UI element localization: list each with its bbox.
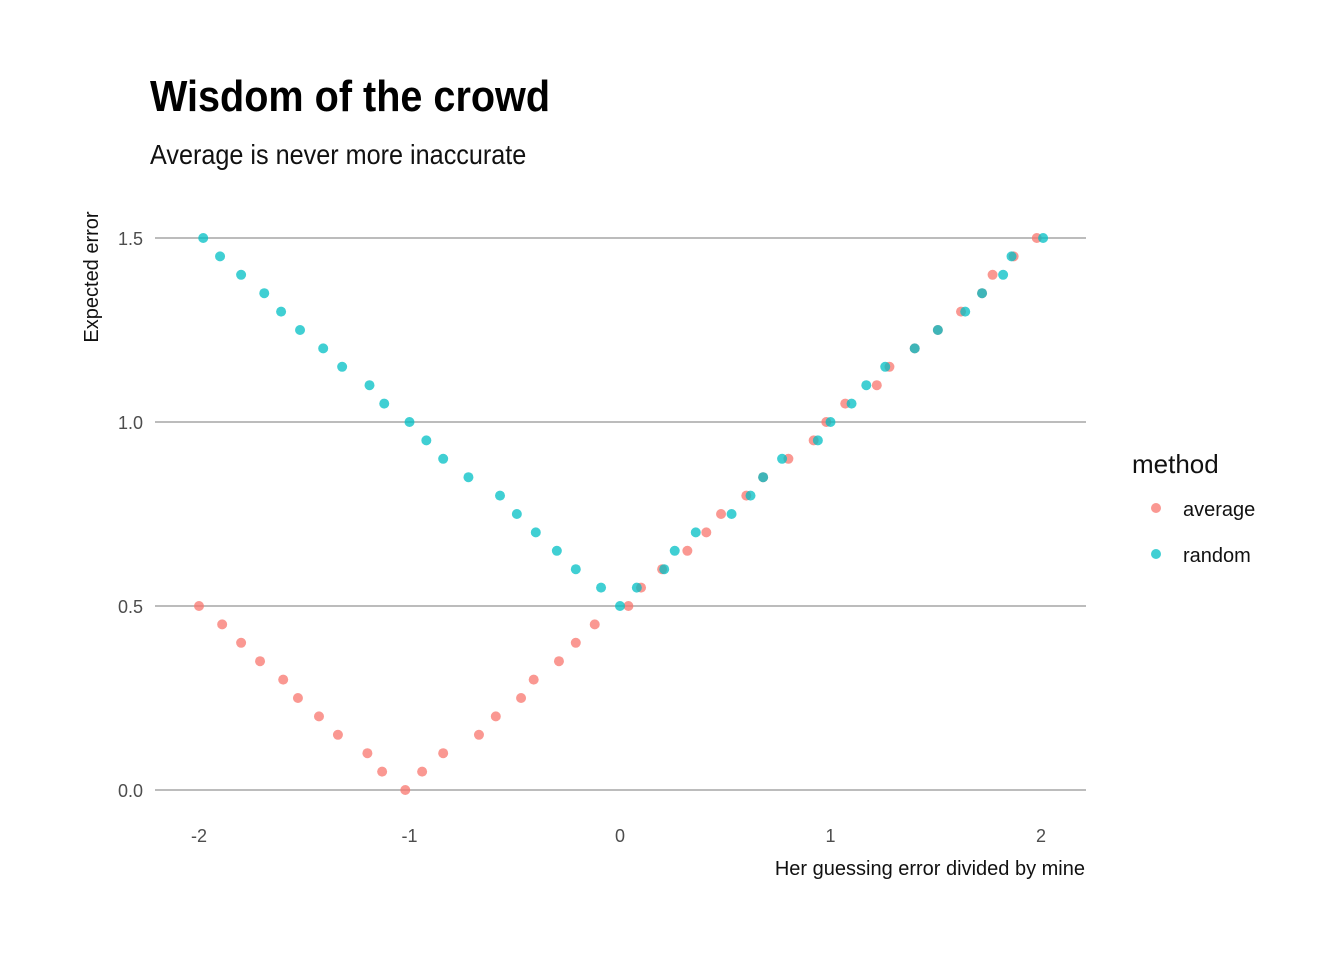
- point-random: [318, 343, 329, 354]
- point-random: [909, 343, 920, 354]
- point-random: [758, 472, 769, 483]
- point-random: [570, 564, 581, 575]
- point-average: [313, 711, 324, 722]
- point-random: [1038, 233, 1049, 243]
- point-random: [812, 435, 823, 446]
- point-random: [596, 582, 607, 593]
- y-tick-label: 1.0: [118, 413, 143, 433]
- point-random: [932, 325, 943, 335]
- point-random: [198, 233, 209, 243]
- point-random: [998, 269, 1009, 280]
- point-random: [690, 527, 701, 538]
- y-tick-label: 0.5: [118, 597, 143, 617]
- x-tick-label: -1: [401, 826, 417, 846]
- point-random: [215, 251, 226, 262]
- point-random: [511, 509, 522, 519]
- gridlines: [155, 237, 1086, 791]
- point-random: [404, 417, 415, 427]
- point-random: [745, 490, 756, 501]
- point-average: [701, 527, 712, 538]
- legend-key-average: [1151, 503, 1161, 513]
- point-average: [278, 674, 289, 685]
- point-average: [217, 619, 228, 630]
- point-random: [379, 398, 390, 409]
- point-random: [960, 306, 971, 317]
- point-random: [861, 380, 872, 391]
- point-average: [516, 693, 527, 703]
- point-average: [987, 269, 998, 280]
- point-random: [659, 564, 670, 575]
- data-points: [194, 233, 1049, 795]
- point-random: [259, 288, 270, 299]
- x-tick-label: 1: [825, 826, 835, 846]
- x-tick-labels: -2 -1 0 1 2: [191, 826, 1046, 846]
- point-random: [530, 527, 541, 538]
- chart-title: Wisdom of the crowd: [150, 72, 551, 121]
- x-tick-label: 2: [1036, 826, 1046, 846]
- y-axis-label: Expected error: [81, 211, 103, 343]
- point-average: [871, 380, 882, 391]
- point-random: [463, 472, 474, 483]
- point-random: [669, 545, 680, 556]
- legend-label-average: average: [1183, 499, 1255, 521]
- point-average: [417, 766, 428, 777]
- x-axis-label: Her guessing error divided by mine: [775, 858, 1085, 880]
- point-random: [631, 582, 642, 593]
- legend-title: method: [1132, 449, 1219, 479]
- point-random: [295, 325, 306, 335]
- point-average: [400, 785, 411, 795]
- point-random: [726, 509, 737, 519]
- point-average: [292, 693, 303, 703]
- point-random: [777, 453, 788, 464]
- point-average: [553, 656, 564, 667]
- point-random: [977, 288, 988, 299]
- point-average: [716, 509, 727, 519]
- point-average: [194, 601, 204, 611]
- point-average: [255, 656, 266, 667]
- point-random: [276, 306, 287, 317]
- legend-key-random: [1151, 549, 1161, 559]
- point-random: [236, 269, 247, 280]
- point-average: [682, 545, 693, 556]
- point-average: [377, 766, 388, 777]
- y-tick-label: 0.0: [118, 781, 143, 801]
- point-average: [236, 637, 247, 648]
- y-tick-label: 1.5: [118, 229, 143, 249]
- point-random: [825, 417, 836, 427]
- point-average: [473, 729, 484, 740]
- legend: method average random: [1132, 449, 1255, 567]
- chart-subtitle: Average is never more inaccurate: [150, 139, 527, 170]
- point-average: [570, 637, 581, 648]
- point-average: [589, 619, 600, 630]
- point-random: [615, 601, 625, 611]
- y-tick-labels: 0.0 0.5 1.0 1.5: [118, 229, 143, 801]
- point-average: [623, 601, 634, 611]
- point-random: [846, 398, 857, 409]
- point-average: [332, 729, 343, 740]
- point-random: [880, 361, 891, 372]
- point-random: [495, 490, 506, 501]
- x-tick-label: -2: [191, 826, 207, 846]
- point-average: [438, 748, 449, 759]
- point-average: [490, 711, 501, 722]
- point-random: [421, 435, 432, 446]
- point-random: [337, 361, 348, 372]
- legend-label-random: random: [1183, 545, 1251, 567]
- point-random: [438, 453, 449, 464]
- point-random: [1006, 251, 1017, 262]
- point-random: [551, 545, 562, 556]
- point-random: [364, 380, 375, 391]
- x-tick-label: 0: [615, 826, 625, 846]
- point-average: [362, 748, 373, 759]
- point-average: [528, 674, 539, 685]
